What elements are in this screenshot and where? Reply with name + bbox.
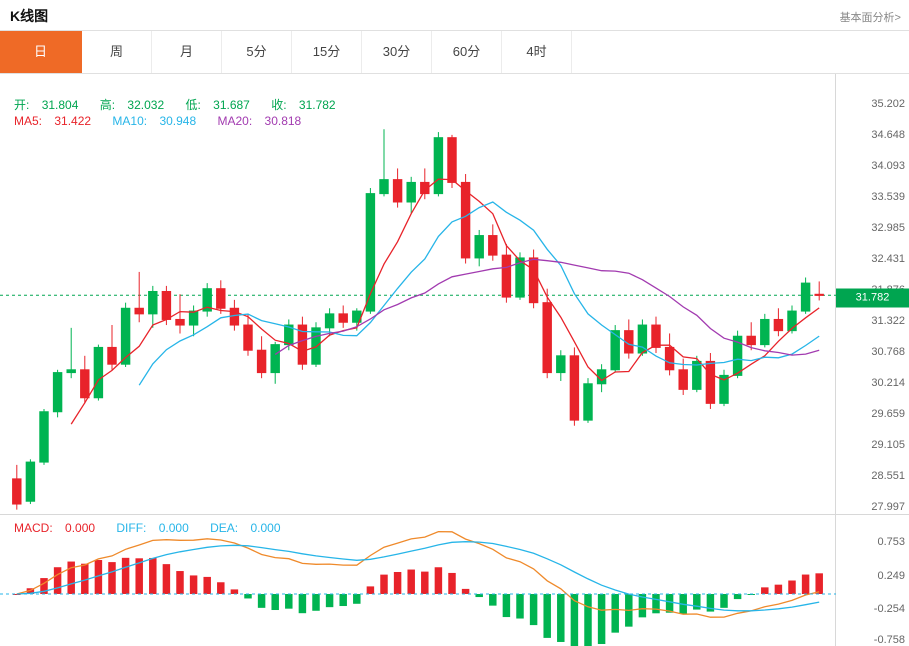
tab-60min[interactable]: 60分 — [432, 31, 502, 73]
macd-legend: MACD: 0.000 DIFF: 0.000 DEA: 0.000 — [14, 521, 299, 535]
widget-header: K线图 基本面分析> — [0, 0, 909, 31]
price-axis: 35.202 34.648 34.093 33.539 32.985 32.43… — [836, 74, 909, 514]
macd-tick-3: -0.758 — [873, 634, 905, 646]
macd-plot — [0, 530, 836, 646]
tab-30min[interactable]: 30分 — [362, 31, 432, 73]
price-pane[interactable]: 开: 31.804 高: 32.032 低: 31.687 收: 31.782 … — [0, 74, 836, 514]
tab-month[interactable]: 月 — [152, 31, 222, 73]
open-value: 31.804 — [41, 98, 79, 112]
price-tick-1: 34.648 — [871, 129, 905, 141]
high-label: 高: — [99, 98, 116, 112]
price-tick-12: 28.551 — [871, 470, 905, 482]
price-tick-2: 34.093 — [871, 160, 905, 172]
price-tick-11: 29.105 — [871, 439, 905, 451]
tab-5min[interactable]: 5分 — [222, 31, 292, 73]
close-value: 31.782 — [298, 98, 336, 112]
macd-label: MACD: — [14, 521, 53, 535]
ma20-value: 30.818 — [264, 114, 302, 128]
ma5-label: MA5: — [14, 114, 43, 128]
ma10-value: 30.948 — [159, 114, 197, 128]
low-label: 低: — [185, 98, 201, 112]
price-tick-0: 35.202 — [871, 98, 905, 110]
low-value: 31.687 — [213, 98, 250, 112]
macd-axis: 0.753 0.249 -0.254 -0.758 — [836, 515, 909, 646]
macd-tick-1: 0.249 — [877, 570, 905, 582]
current-price-badge: 31.782 — [836, 288, 909, 308]
close-label: 收: — [271, 98, 287, 112]
price-tick-7: 31.322 — [871, 315, 905, 327]
macd-value: 0.000 — [65, 521, 96, 535]
ma-legend: MA5: 31.422 MA10: 30.948 MA20: 30.818 — [14, 114, 319, 128]
macd-pane[interactable]: MACD: 0.000 DIFF: 0.000 DEA: 0.000 — [0, 515, 836, 646]
tab-week[interactable]: 周 — [82, 31, 152, 73]
price-tick-9: 30.214 — [871, 377, 905, 389]
fundamental-analysis-link[interactable]: 基本面分析> — [839, 12, 901, 24]
tab-4hour[interactable]: 4时 — [502, 31, 572, 73]
price-tick-13: 27.997 — [871, 501, 905, 513]
tab-day[interactable]: 日 — [0, 31, 82, 73]
macd-area: MACD: 0.000 DIFF: 0.000 DEA: 0.000 0.753… — [0, 514, 909, 646]
page-title: K线图 — [10, 8, 49, 24]
price-tick-8: 30.768 — [871, 346, 905, 358]
candlestick-plot — [0, 129, 836, 510]
dea-label: DEA: — [210, 521, 239, 535]
macd-tick-2: -0.254 — [873, 603, 905, 615]
diff-value: 0.000 — [158, 521, 189, 535]
macd-tick-0: 0.753 — [877, 536, 905, 548]
high-value: 32.032 — [127, 98, 165, 112]
price-tick-3: 33.539 — [871, 191, 905, 203]
timeframe-tabs: 日 周 月 5分 15分 30分 60分 4时 — [0, 31, 909, 74]
price-tick-10: 29.659 — [871, 408, 905, 420]
ma10-label: MA10: — [112, 114, 148, 128]
price-tick-5: 32.431 — [871, 253, 905, 265]
ohlc-legend: 开: 31.804 高: 32.032 低: 31.687 收: 31.782 — [14, 96, 354, 113]
dea-value: 0.000 — [250, 521, 281, 535]
diff-label: DIFF: — [116, 521, 147, 535]
ma20-label: MA20: — [217, 114, 253, 128]
tab-15min[interactable]: 15分 — [292, 31, 362, 73]
open-label: 开: — [14, 98, 30, 112]
ma5-value: 31.422 — [54, 114, 92, 128]
price-tick-4: 32.985 — [871, 222, 905, 234]
price-chart-area: 开: 31.804 高: 32.032 低: 31.687 收: 31.782 … — [0, 74, 909, 514]
